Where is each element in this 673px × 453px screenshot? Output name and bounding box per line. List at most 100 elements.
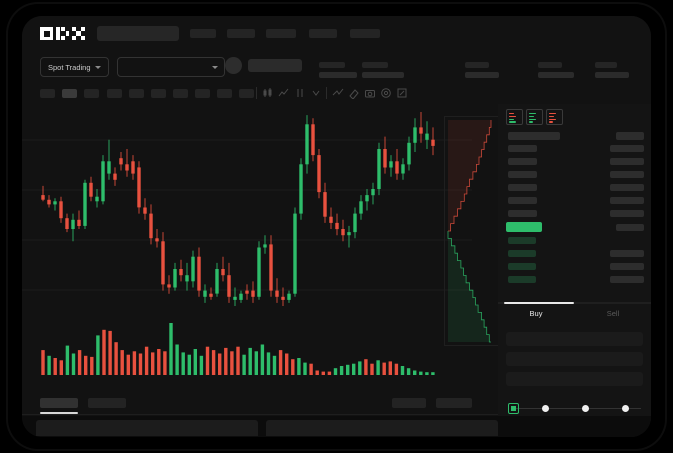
app-screen: Spot Trading [22,16,651,437]
timeframe-chip-1[interactable] [40,89,55,98]
order-book-rows[interactable] [498,130,651,300]
order-book-panel: Buy Sell [498,104,651,392]
orderbook-header-row-value [616,132,644,140]
bottom-dock [22,416,651,437]
orderbook-bid-row[interactable] [508,276,536,283]
stat-change-24h [362,62,404,78]
step-1[interactable] [508,403,519,414]
template-icon[interactable] [310,87,322,99]
chevron-down-icon [212,65,218,69]
orderbook-bid-row[interactable] [508,237,536,244]
nav-item-3[interactable] [266,29,296,38]
orderbook-ask-row[interactable] [508,197,537,204]
global-search-input[interactable] [97,26,179,41]
order-book-depth-chart [444,116,499,346]
timeframe-chip-9[interactable] [217,89,232,98]
nav-item-4[interactable] [309,29,337,38]
tab-buy[interactable]: Buy [529,309,543,318]
orderbook-ask-row-value [610,145,644,152]
trading-pair-selector[interactable] [117,57,225,77]
bottom-action-2[interactable] [436,398,472,408]
okx-logo[interactable] [40,27,86,40]
orderbook-both-icon[interactable] [506,109,523,125]
stat-high-24h [465,62,499,78]
step-3[interactable] [582,405,589,412]
orderbook-bid-row-value [610,250,644,257]
order-amount-field[interactable] [506,352,643,366]
toolbar-divider [256,87,257,99]
bottom-action-1[interactable] [392,398,426,408]
orderbook-spread-row[interactable] [506,222,542,232]
orderbook-ask-row[interactable] [508,210,537,217]
compare-icon[interactable] [294,87,306,99]
section-divider [22,414,498,415]
depth-area-series [444,116,499,346]
order-total-field[interactable] [506,372,643,386]
buy-sell-tabs: Buy Sell [498,300,651,326]
orderbook-ask-row-value [610,210,644,217]
orderbook-spread-value [616,224,644,231]
dock-panel-left[interactable] [36,420,258,436]
orders-tab-bar [22,392,498,416]
nav-item-1[interactable] [190,29,216,38]
orderbook-header-row[interactable] [508,132,560,140]
tab-open-orders[interactable] [40,398,78,408]
nav-item-2[interactable] [227,29,255,38]
trading-pair-name [248,59,302,72]
volume-series [41,323,435,375]
orderbook-ask-row-value [610,158,644,165]
timeframe-chip-7[interactable] [173,89,188,98]
orderbook-bid-row-value [610,263,644,270]
candlestick-icon[interactable] [262,87,274,99]
nav-item-5[interactable] [350,29,380,38]
orderbook-bids-icon[interactable] [526,109,543,125]
eraser-icon[interactable] [348,87,360,99]
chevron-down-icon [94,65,101,69]
settings-icon[interactable] [380,87,392,99]
active-tab-indicator [40,412,78,414]
timeframe-chip-6[interactable] [151,89,166,98]
orderbook-ask-row-value [610,171,644,178]
orderbook-ask-row[interactable] [508,145,537,152]
orderbook-ask-row-value [610,184,644,191]
stat-volume-24h [595,62,629,78]
device-frame: Spot Trading [8,4,665,449]
orderbook-asks-icon[interactable] [546,109,563,125]
orderbook-bid-row[interactable] [508,250,536,257]
trendline-icon[interactable] [332,87,344,99]
timeframe-chip-2[interactable] [62,89,77,98]
dock-panel-right[interactable] [266,420,498,436]
orderbook-bid-row[interactable] [508,263,536,270]
stepper-track [516,408,641,409]
trading-mode-selector[interactable]: Spot Trading [40,57,109,77]
price-chart[interactable] [22,104,472,392]
market-header-bar: Spot Trading [22,50,651,82]
orderbook-ask-row-value [610,197,644,204]
timeframe-chip-5[interactable] [129,89,144,98]
timeframe-chip-3[interactable] [84,89,99,98]
stat-last-price [319,62,357,78]
orderbook-ask-row[interactable] [508,158,537,165]
fullscreen-icon[interactable] [396,87,408,99]
step-4[interactable] [622,405,629,412]
order-price-field[interactable] [506,332,643,346]
toolbar-divider [326,87,327,99]
orderbook-bid-row-value [610,276,644,283]
timeframe-chip-10[interactable] [239,89,254,98]
chart-toolbar [22,82,651,104]
tab-sell[interactable]: Sell [606,309,620,318]
active-tab-indicator [504,302,574,304]
top-navigation-bar [22,16,651,50]
orderbook-ask-row[interactable] [508,184,537,191]
camera-icon[interactable] [364,87,376,99]
coin-avatar [225,57,242,74]
orderbook-ask-row[interactable] [508,171,537,178]
stat-low-24h [538,62,574,78]
step-2[interactable] [542,405,549,412]
tab-divider [498,302,651,304]
trading-mode-label: Spot Trading [48,62,91,72]
timeframe-chip-4[interactable] [107,89,122,98]
timeframe-chip-8[interactable] [195,89,210,98]
indicator-icon[interactable] [278,87,290,99]
tab-order-history[interactable] [88,398,126,408]
